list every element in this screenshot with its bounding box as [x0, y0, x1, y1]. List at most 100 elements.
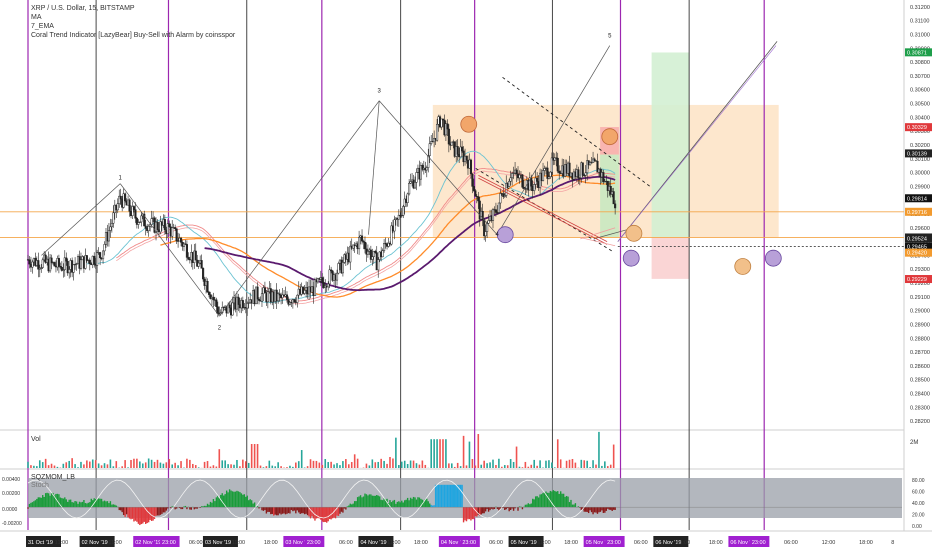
- volume-bar: [38, 460, 41, 468]
- momentum-bar: [333, 507, 335, 518]
- volume-bar: [506, 465, 509, 468]
- volume-bar: [424, 464, 427, 468]
- candle-body: [609, 186, 612, 195]
- channel-line: [580, 227, 616, 240]
- momentum-bar: [103, 500, 106, 508]
- momentum-bar: [396, 501, 399, 508]
- momentum-bar: [582, 507, 584, 510]
- candle-body: [38, 268, 41, 270]
- candle-body: [296, 294, 299, 303]
- momentum-bar: [117, 506, 119, 508]
- candle-body: [150, 218, 153, 225]
- momentum-bar: [509, 507, 512, 510]
- time-label-bg: [605, 536, 625, 547]
- candle-body: [335, 272, 339, 281]
- candle-body: [465, 155, 468, 161]
- volume-bar: [580, 459, 583, 468]
- volume-bar: [409, 460, 412, 468]
- volume-bar: [156, 459, 159, 468]
- momentum-bar: [449, 484, 452, 508]
- momentum-bar: [558, 493, 560, 508]
- momentum-bar: [464, 507, 466, 521]
- momentum-bar: [426, 498, 428, 508]
- momentum-bar: [296, 507, 298, 511]
- price-marker-label: 0.30329: [907, 125, 927, 131]
- volume-bar: [159, 462, 162, 468]
- momentum-bar: [273, 507, 275, 516]
- stoch-line: [27, 479, 616, 519]
- momentum-bar: [468, 507, 471, 520]
- candle-body: [459, 146, 462, 158]
- momentum-bar: [181, 507, 184, 510]
- momentum-bar: [596, 507, 599, 514]
- momentum-bar: [551, 491, 553, 508]
- time-tick-label: 18:00: [414, 540, 428, 546]
- candle-body: [179, 237, 183, 243]
- momentum-bar: [604, 507, 606, 513]
- momentum-bar: [607, 507, 609, 509]
- momentum-pane-label[interactable]: SQZMOM_LB: [31, 474, 75, 481]
- momentum-bar: [496, 507, 499, 509]
- volume-pane-label[interactable]: Vol: [31, 436, 41, 443]
- momentum-bar: [490, 507, 493, 509]
- momentum-bar: [362, 496, 365, 508]
- candle-body: [260, 293, 264, 302]
- candle-body: [149, 224, 152, 227]
- momentum-bar: [140, 507, 143, 525]
- volume-bar: [518, 466, 521, 468]
- momentum-bar: [159, 507, 162, 515]
- candle-body: [602, 172, 605, 182]
- momentum-bar: [30, 502, 32, 508]
- symbol-title[interactable]: XRP / U.S. Dollar, 15, BITSTAMP: [31, 5, 135, 12]
- momentum-bar: [65, 499, 67, 508]
- candle-body: [430, 141, 433, 144]
- momentum-bar: [412, 496, 415, 508]
- candle-body: [138, 221, 141, 223]
- momentum-bar: [408, 500, 410, 508]
- momentum-bar: [353, 501, 356, 508]
- ema-label[interactable]: 7_EMA: [31, 23, 54, 30]
- candle-body: [256, 286, 259, 300]
- volume-bar: [297, 461, 300, 468]
- candle-body: [360, 235, 364, 242]
- volume-bar: [489, 462, 491, 468]
- volume-bar: [147, 458, 150, 468]
- volume-bar: [215, 466, 218, 468]
- candle-body: [491, 209, 495, 221]
- momentum-bar: [248, 500, 250, 508]
- volume-bar: [177, 465, 179, 468]
- channel-line: [502, 76, 651, 187]
- volume-bar: [218, 449, 221, 468]
- candle-body: [212, 296, 215, 301]
- volume-bar: [109, 459, 112, 468]
- price-tick-label: 0.29100: [910, 295, 930, 301]
- candle-body: [341, 262, 344, 274]
- volume-bar: [380, 458, 382, 468]
- volume-bar: [336, 463, 338, 468]
- momentum-bar: [442, 484, 444, 508]
- indicator-label[interactable]: Coral Trend Indicator [LazyBear] Buy-Sel…: [31, 32, 236, 39]
- momentum-bar: [554, 490, 556, 508]
- momentum-bar: [170, 507, 172, 509]
- volume-bar: [368, 465, 371, 468]
- candle-body: [512, 172, 515, 174]
- price-axis[interactable]: 2M0.312000.311000.310000.309000.308000.3…: [2, 5, 932, 530]
- momentum-bar: [31, 502, 34, 508]
- candle-body: [215, 299, 218, 307]
- time-axis[interactable]: 31 Oct '19 11:00 02 Nov '19 11:00 02 Nov '19…: [26, 536, 894, 547]
- ma-label[interactable]: MA: [31, 14, 42, 21]
- momentum-bar: [446, 484, 449, 508]
- candle-body: [450, 141, 453, 146]
- candle-body: [112, 212, 115, 224]
- drawing-tools[interactable]: 1 2 3 4 5: [41, 33, 782, 331]
- momentum-tick-label: 0.00400: [2, 477, 20, 483]
- momentum-bar: [451, 484, 453, 508]
- volume-bar: [103, 463, 106, 468]
- momentum-bar: [112, 504, 115, 508]
- time-tick-label: 03 Nov '19: [205, 540, 231, 546]
- volume-bar: [527, 466, 530, 468]
- time-tick-label: 23:00: [752, 540, 766, 546]
- price-marker-box: [905, 242, 932, 251]
- stoch-pane-label[interactable]: Stoch: [31, 482, 49, 489]
